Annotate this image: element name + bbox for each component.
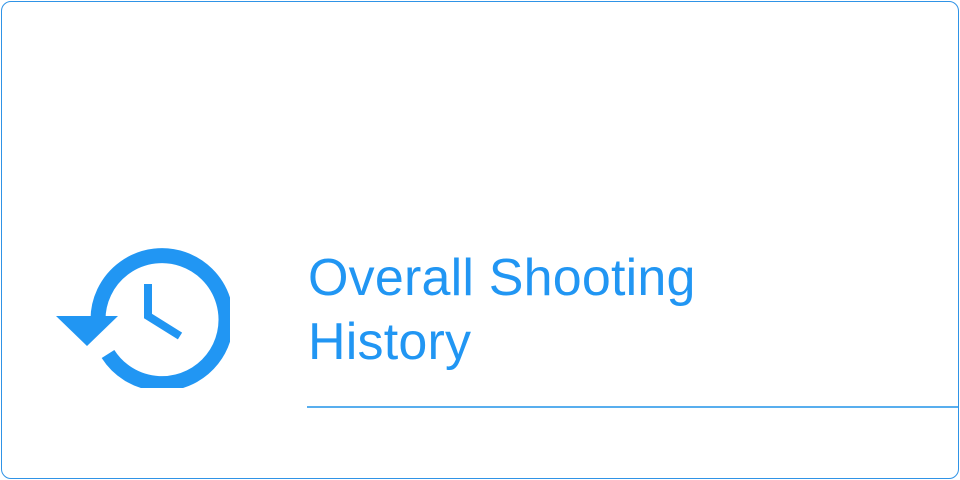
- card-title-line1: Overall Shooting: [308, 249, 696, 307]
- history-clock-icon: [52, 238, 230, 388]
- title-divider: [307, 406, 958, 408]
- card-title: Overall Shooting History: [308, 246, 908, 374]
- card-title-line2: History: [308, 313, 472, 371]
